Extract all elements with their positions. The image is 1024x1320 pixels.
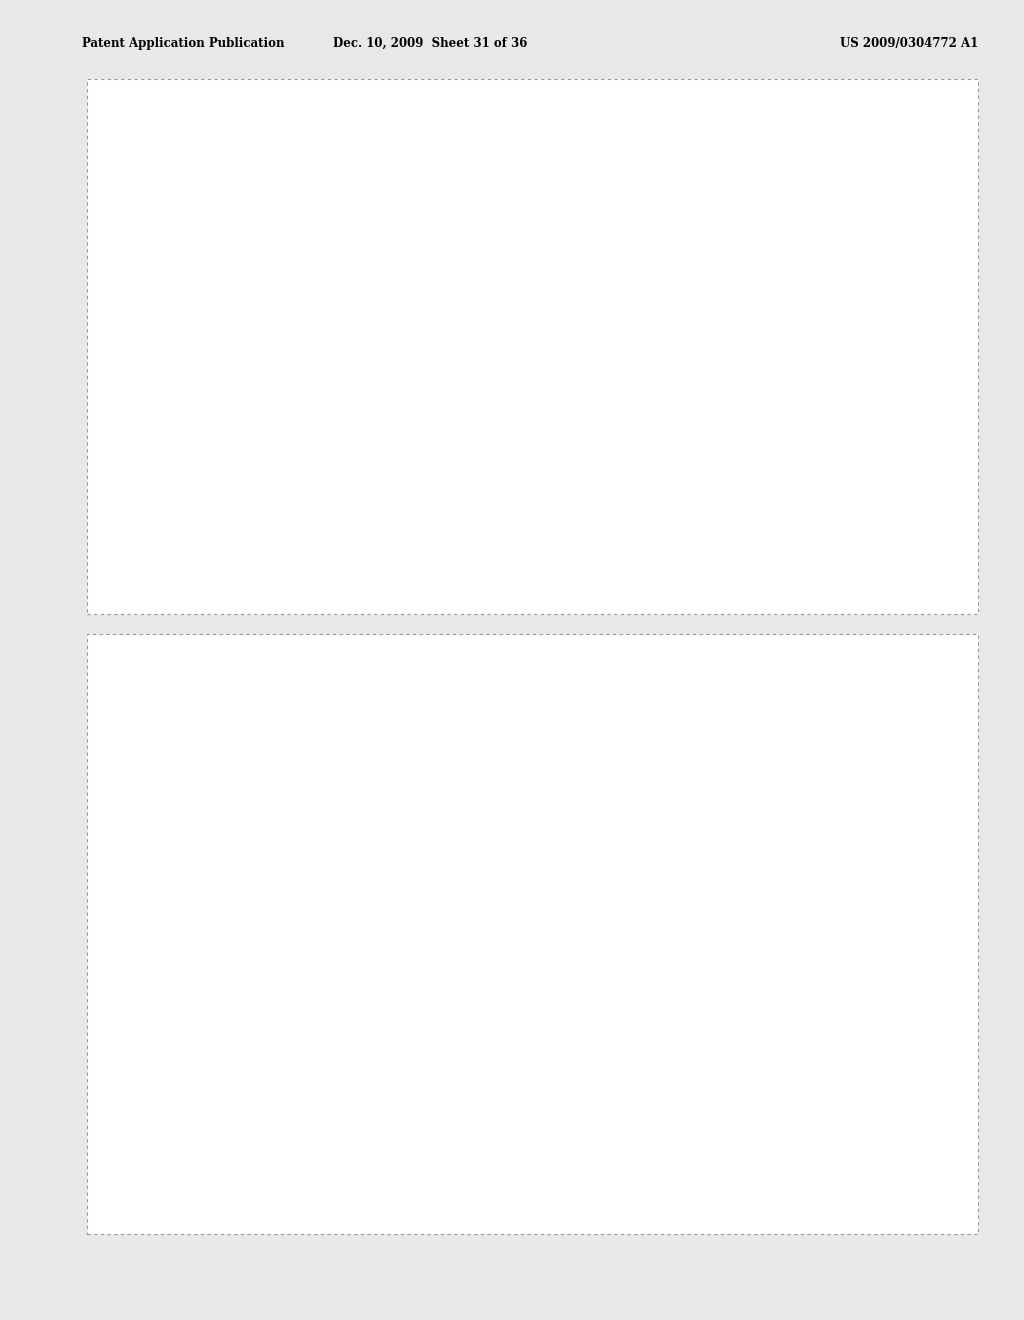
Bar [430, 1088, 466, 1155]
Bar [824, 230, 860, 561]
Bar [609, 1077, 645, 1155]
Bar [287, 524, 323, 561]
Bar [753, 1088, 788, 1155]
Y-axis label: Cells/cm²: Cells/cm² [120, 306, 134, 374]
Text: *: * [659, 969, 667, 983]
Bar [645, 374, 681, 561]
Bar [609, 391, 645, 561]
Bar [824, 795, 860, 1155]
Text: *: * [480, 1041, 487, 1056]
Text: US 2009/0304772 A1: US 2009/0304772 A1 [840, 37, 978, 50]
Bar [788, 301, 824, 561]
Bar [215, 1126, 251, 1155]
Y-axis label: Cell Spreading Area (μm²): Cell Spreading Area (μm²) [112, 828, 126, 1014]
Text: Dec. 10, 2009  Sheet 31 of 36: Dec. 10, 2009 Sheet 31 of 36 [333, 37, 527, 50]
Bar [466, 1067, 502, 1155]
Bar [430, 480, 466, 561]
Bar [573, 395, 609, 561]
Legend: 8 hour, 3 days, 7 days: 8 hour, 3 days, 7 days [673, 139, 730, 186]
Title: FIG. 55: FIG. 55 [501, 91, 574, 110]
Bar [645, 1001, 681, 1155]
Bar [466, 504, 502, 561]
Bar [573, 1109, 609, 1155]
Bar [287, 1139, 323, 1155]
Bar [215, 513, 251, 561]
Legend: 8 hr, 3 days, 7 days: 8 hr, 3 days, 7 days [673, 706, 730, 755]
Text: *: * [839, 195, 846, 209]
Text: *: * [301, 500, 308, 515]
Title: FIG. 56: FIG. 56 [501, 659, 574, 677]
Bar [788, 1023, 824, 1155]
Bar [394, 1122, 430, 1155]
Bar [251, 516, 287, 561]
Text: Patent Application Publication: Patent Application Publication [82, 37, 285, 50]
Bar [753, 335, 788, 561]
Bar [251, 1126, 287, 1155]
Text: *: * [839, 760, 846, 774]
Bar [394, 459, 430, 561]
Text: *: * [480, 480, 487, 494]
